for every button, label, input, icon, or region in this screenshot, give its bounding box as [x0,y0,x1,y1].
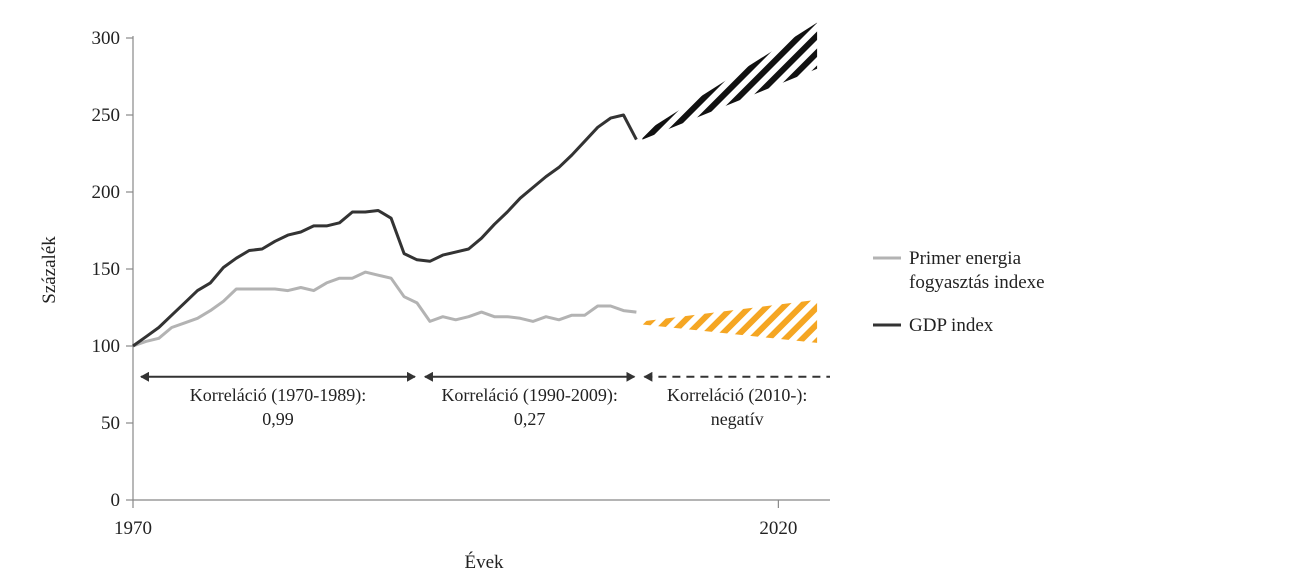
x-axis-title: Évek [464,551,504,573]
series-line [132,270,637,348]
x-tick-label: 1970 [114,518,152,539]
correlation-label: Korreláció (1970-1989): [190,385,366,406]
x-tick-label: 2020 [759,518,797,539]
y-axis-title: Százalék [39,236,60,304]
y-tick-label: 50 [101,413,120,434]
legend: Primer energia fogyasztás indexe GDP index [873,248,1045,336]
projection-band [642,22,818,140]
legend-label: Primer energia [909,248,1022,269]
legend-label: GDP index [909,315,994,336]
correlation-label: Korreláció (1990-2009): [441,385,617,406]
axes: 0 50 100 150 200 250 300 1970 2020 [92,28,830,539]
data-series [132,113,638,348]
y-tick-label: 250 [92,105,121,126]
projection-band [642,299,818,343]
correlation-label: Korreláció (2010-): [667,385,807,406]
series-line [132,113,638,348]
y-tick-label: 100 [92,336,121,357]
correlation-value: 0,27 [514,409,546,429]
projection-bands [642,22,818,343]
correlation-value: 0,99 [262,409,294,429]
correlation-annotations: Korreláció (1970-1989): 0,99 Korreláció (1… [140,371,830,429]
y-tick-label: 300 [92,28,121,49]
y-tick-label: 200 [92,182,121,203]
correlation-value: negatív [711,409,764,429]
y-tick-label: 0 [111,490,121,511]
legend-label: fogyasztás indexe [909,272,1045,293]
y-tick-label: 150 [92,259,121,280]
